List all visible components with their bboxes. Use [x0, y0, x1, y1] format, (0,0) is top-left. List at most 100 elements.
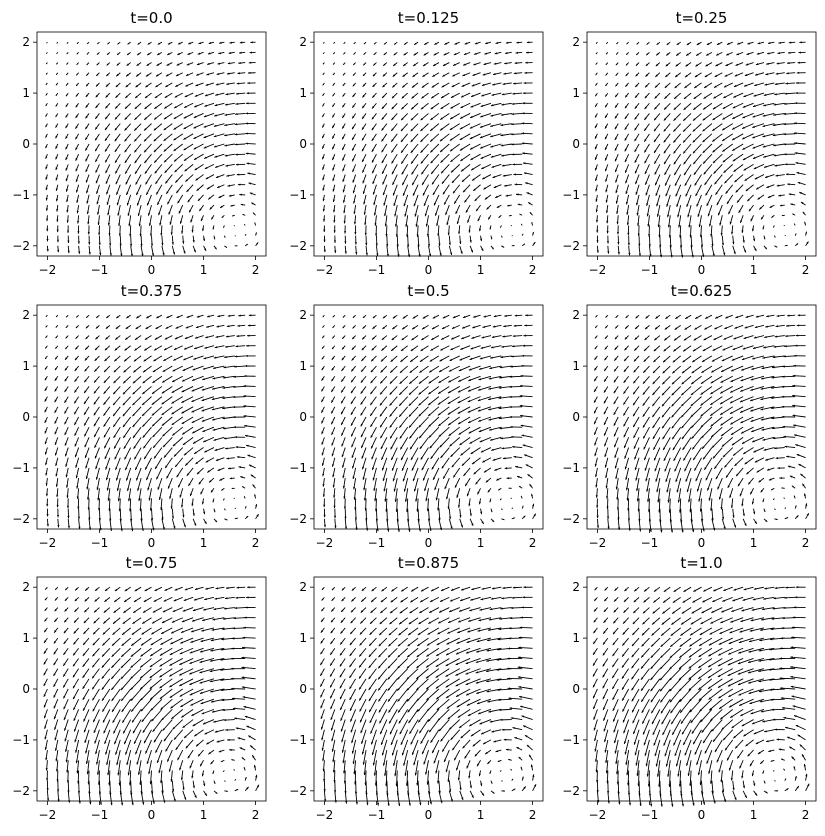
quiver-arrow — [427, 396, 440, 406]
subplot-title: t=0.625 — [671, 282, 732, 300]
quiver-arrow — [56, 205, 59, 212]
quiver-arrow — [459, 355, 471, 361]
quiver-arrow — [76, 215, 80, 224]
quiver-arrow — [667, 488, 671, 503]
quiver-arrow — [457, 708, 471, 718]
quiver-arrow — [475, 477, 481, 485]
quiver-arrow — [688, 688, 702, 702]
quiver-arrow — [360, 437, 367, 449]
quiver-arrow — [741, 770, 744, 779]
quiver-arrow — [696, 749, 702, 766]
quiver-arrow — [425, 488, 429, 502]
quiver-arrow — [192, 607, 204, 612]
quiver-arrow — [225, 92, 235, 96]
quiver-arrow — [234, 133, 246, 136]
quiver-arrow — [244, 515, 249, 520]
quiver-arrow — [780, 758, 785, 761]
quiver-arrow — [529, 483, 533, 489]
quiver-arrow — [621, 658, 630, 668]
quiver-arrow — [592, 688, 598, 699]
quiver-arrow — [350, 607, 356, 613]
quiver-arrow — [428, 375, 440, 384]
quiver-arrow — [595, 215, 599, 223]
quiver-arrow — [428, 607, 440, 614]
quiver-arrow — [448, 375, 460, 383]
quiver-arrow — [488, 426, 502, 431]
quiver-arrow — [183, 153, 194, 162]
quiver-arrow — [784, 153, 796, 156]
quiver-arrow — [245, 122, 256, 125]
quiver-arrow — [788, 746, 796, 751]
quiver-arrow — [479, 436, 492, 443]
y-tick-label: 0 — [299, 137, 307, 151]
quiver-arrow — [222, 386, 235, 389]
quiver-arrow — [381, 335, 388, 341]
quiver-arrow — [729, 708, 744, 719]
quiver-arrow — [140, 508, 143, 522]
quiver-arrow — [478, 770, 481, 777]
quiver-arrow — [458, 426, 471, 436]
quiver-arrow — [650, 688, 661, 703]
quiver-arrow — [521, 434, 533, 438]
quiver-arrow — [97, 215, 100, 226]
quiver-arrow — [708, 688, 723, 700]
quiver-arrow — [389, 719, 398, 735]
quiver-arrow — [214, 163, 225, 168]
quiver-arrow — [648, 508, 651, 523]
quiver-arrow — [353, 194, 357, 204]
quiver-arrow — [428, 245, 432, 257]
quiver-arrow — [321, 427, 325, 435]
quiver-arrow — [45, 133, 48, 138]
quiver-arrow — [53, 637, 59, 644]
quiver-arrow — [460, 586, 471, 591]
quiver-arrow — [75, 314, 79, 318]
quiver-arrow — [244, 786, 249, 792]
quiver-arrow — [142, 426, 152, 438]
quiver-arrow — [320, 637, 325, 644]
quiver-arrow — [160, 498, 163, 510]
quiver-arrow — [794, 505, 797, 509]
quiver-arrow — [692, 102, 702, 111]
quiver-arrow — [732, 596, 744, 602]
quiver-arrow — [661, 406, 671, 418]
quiver-arrow — [201, 396, 215, 402]
quiver-arrow — [372, 62, 377, 66]
quiver-arrow — [236, 456, 246, 459]
quiver-arrow — [521, 606, 533, 609]
quiver-arrow — [213, 790, 218, 795]
quiver-arrow — [72, 647, 79, 656]
quiver-arrow — [164, 335, 173, 340]
quiver-arrow — [132, 719, 142, 734]
quiver-arrow — [702, 113, 713, 121]
subplot-title: t=0.125 — [398, 9, 459, 27]
quiver-arrow — [216, 72, 225, 76]
quiver-arrow — [416, 678, 429, 691]
quiver-arrow — [174, 335, 183, 340]
quiver-arrow — [430, 447, 440, 460]
quiver-arrow — [168, 204, 173, 215]
quiver-arrow — [459, 235, 462, 245]
quiver-arrow — [55, 325, 59, 328]
quiver-arrow — [644, 457, 650, 471]
quiver-arrow — [162, 437, 173, 448]
quiver-arrow — [72, 688, 80, 700]
quiver-arrow — [490, 518, 495, 523]
quiver-arrow — [330, 627, 336, 634]
quiver-arrow — [612, 688, 619, 701]
quiver-arrow — [426, 698, 440, 712]
y-tick-label: 0 — [299, 410, 307, 424]
quiver-arrow — [680, 406, 692, 418]
x-tick-label: −2 — [316, 808, 334, 822]
quiver-arrow — [194, 586, 204, 591]
quiver-arrow — [210, 688, 225, 693]
quiver-arrow — [225, 163, 235, 167]
quiver-arrow — [465, 647, 481, 654]
quiver-arrow — [427, 235, 431, 247]
quiver-arrow — [710, 225, 713, 237]
quiver-arrow — [457, 617, 471, 623]
quiver-arrow — [712, 729, 723, 743]
quiver-arrow — [322, 92, 325, 97]
quiver-arrow — [644, 739, 650, 756]
quiver-arrow — [55, 154, 59, 160]
